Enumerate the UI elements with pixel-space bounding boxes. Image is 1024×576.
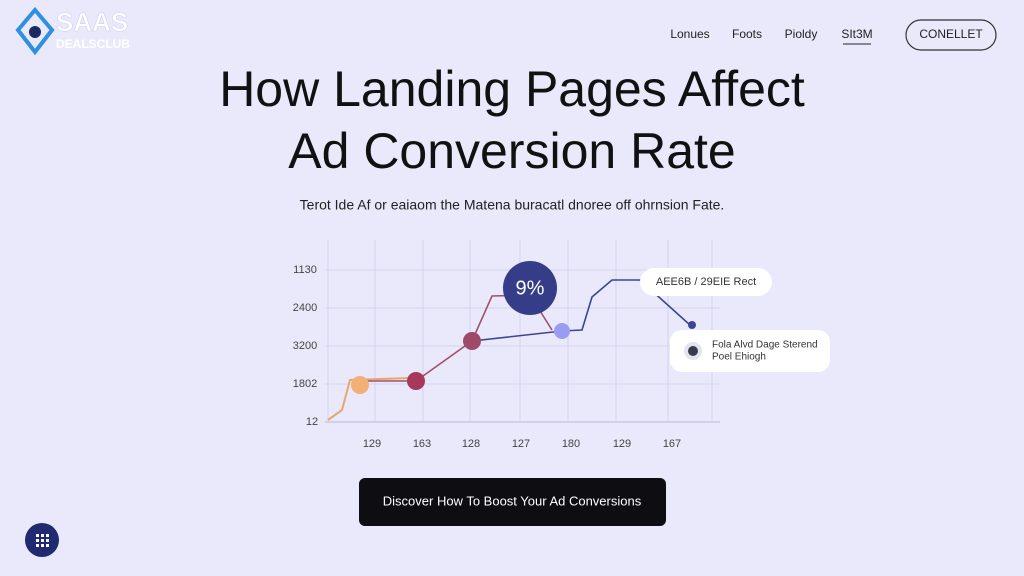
- nav-link[interactable]: SIt3M: [841, 27, 872, 41]
- point: [688, 321, 696, 329]
- hero-subtitle: Terot Ide Af or eaiaom the Matena buraca…: [300, 197, 725, 213]
- x-label: 128: [462, 438, 480, 450]
- cta-label: Discover How To Boost Your Ad Conversion…: [383, 493, 642, 508]
- cta-button[interactable]: Discover How To Boost Your Ad Conversion…: [359, 478, 666, 526]
- x-label: 127: [512, 438, 530, 450]
- line-orange: [327, 377, 411, 421]
- logo-icon: [15, 6, 55, 56]
- callout-icon-dot: [688, 346, 698, 356]
- point: [554, 323, 570, 339]
- logo-dot: [29, 26, 41, 38]
- button-label: CONELLET: [919, 27, 983, 41]
- point: [351, 376, 369, 394]
- point: [407, 372, 425, 390]
- y-label: 1802: [293, 378, 317, 390]
- bubble: [503, 261, 557, 315]
- x-label: 167: [663, 438, 681, 450]
- x-label: 163: [413, 438, 431, 450]
- floating-menu-button[interactable]: [25, 523, 59, 557]
- y-label: 2400: [293, 302, 317, 314]
- logo[interactable]: SAAS DEALSCLUB: [15, 6, 130, 56]
- header-button[interactable]: CONELLET: [905, 19, 997, 51]
- button-outline: [905, 19, 997, 51]
- point: [463, 332, 481, 350]
- bubble-label: 9%: [516, 277, 545, 299]
- fab-icon: [36, 534, 49, 547]
- logo-primary: SAAS: [56, 7, 128, 37]
- y-label: 3200: [293, 340, 317, 352]
- hero-title: How Landing Pages Affect: [219, 61, 805, 117]
- callout-text: Poel Ehiogh: [712, 352, 766, 363]
- x-label: 129: [613, 438, 631, 450]
- x-label: 180: [562, 438, 580, 450]
- nav-link[interactable]: Foots: [732, 27, 762, 41]
- nav-link[interactable]: Pioldy: [785, 27, 818, 41]
- callout: [670, 330, 830, 372]
- callout: [640, 268, 772, 296]
- nav-link[interactable]: Lonues: [670, 27, 709, 41]
- callout-text: AEE6B / 29EIE Rect: [656, 276, 756, 288]
- cta-background: [359, 478, 666, 526]
- y-label: 12: [306, 416, 318, 428]
- logo-secondary: DEALSCLUB: [56, 37, 130, 51]
- x-label: 129: [363, 438, 381, 450]
- y-label: 1130: [293, 264, 317, 276]
- hero-title: Ad Conversion Rate: [288, 123, 735, 179]
- callout-text: Fola Alvd Dage Sterend: [712, 340, 818, 351]
